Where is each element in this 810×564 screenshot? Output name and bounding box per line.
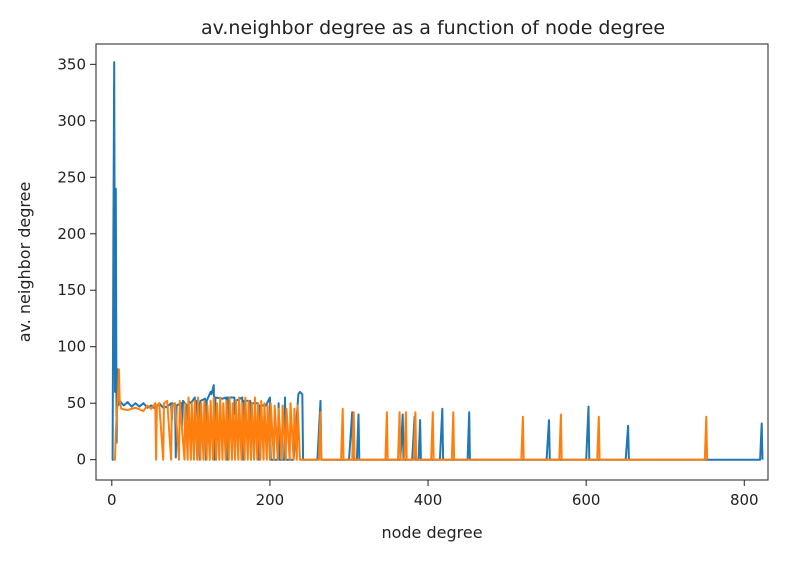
y-axis-label: av. neighbor degree <box>15 182 34 343</box>
y-tick-label: 0 <box>76 451 86 469</box>
y-tick-label: 50 <box>67 394 86 412</box>
x-tick-label: 400 <box>414 491 443 509</box>
y-tick-label: 350 <box>57 55 86 73</box>
y-tick-label: 250 <box>57 168 86 186</box>
y-tick-label: 150 <box>57 281 86 299</box>
x-tick-label: 800 <box>730 491 759 509</box>
x-tick-label: 200 <box>256 491 285 509</box>
series-line-2 <box>113 368 709 461</box>
y-tick-label: 200 <box>57 225 86 243</box>
x-axis-label: node degree <box>381 523 482 542</box>
chart-title: av.neighbor degree as a function of node… <box>201 17 665 39</box>
x-tick-label: 0 <box>107 491 117 509</box>
series-line-1 <box>111 61 764 461</box>
y-axis: 0 50 100 150 200 250 300 350 <box>57 55 96 469</box>
y-tick-label: 300 <box>57 112 86 130</box>
y-tick-label: 100 <box>57 338 86 356</box>
plot-frame <box>95 43 769 481</box>
x-tick-label: 600 <box>572 491 601 509</box>
x-axis: 0 200 400 600 800 <box>107 480 759 509</box>
